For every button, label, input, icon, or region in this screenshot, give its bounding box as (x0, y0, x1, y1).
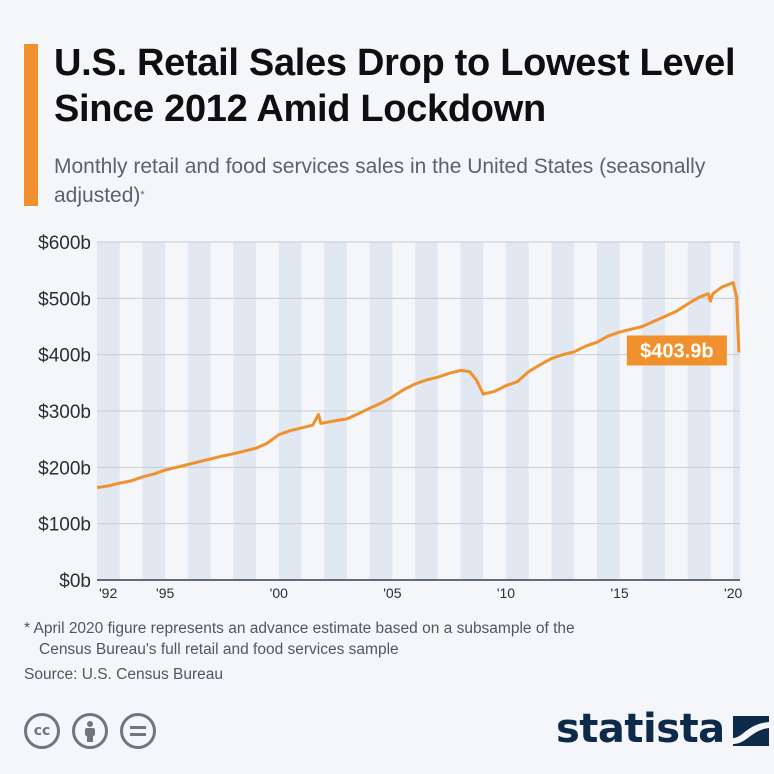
x-tick-label: '95 (156, 585, 174, 601)
accent-bar (24, 44, 38, 206)
subtitle-footnote-mark: * (140, 189, 145, 201)
brand-wordmark: statista (556, 706, 725, 752)
license-icons: cc (24, 713, 156, 749)
footnote: * April 2020 figure represents an advanc… (24, 618, 754, 660)
statista-logo[interactable]: statista (556, 707, 769, 751)
y-tick-label: $200b (38, 458, 91, 479)
y-tick-label: $600b (38, 233, 91, 254)
chart-subtitle: Monthly retail and food services sales i… (54, 152, 754, 210)
x-tick-label: '92 (99, 585, 117, 601)
x-tick-label: '05 (383, 585, 401, 601)
statista-mark-icon (732, 716, 769, 746)
value-callout-box (626, 335, 727, 366)
y-tick-label: $100b (38, 515, 91, 536)
line-chart: $0b $100b $200b $300b $400b $500b $600b '92 '95 '… (38, 233, 742, 601)
x-tick-label: '20 (724, 585, 742, 601)
footnote-mark: * (24, 620, 31, 637)
y-tick-label: $500b (38, 289, 91, 310)
no-derivatives-icon[interactable] (120, 713, 156, 749)
x-tick-label: '15 (610, 585, 628, 601)
series-line (96, 281, 741, 490)
footnote-line-2: Census Bureau's full retail and food ser… (39, 641, 399, 658)
value-callout-label: $403.9b (640, 340, 713, 362)
creative-commons-icon[interactable]: cc (24, 713, 60, 749)
y-tick-label: $400b (38, 346, 91, 367)
chart-title: U.S. Retail Sales Drop to Lowest Level S… (54, 42, 736, 130)
x-tick-label: '00 (270, 585, 288, 601)
x-tick-label: '10 (497, 585, 515, 601)
y-tick-label: $0b (59, 571, 91, 592)
attribution-person-icon[interactable] (72, 713, 108, 749)
footnote-line-1: April 2020 figure represents an advance … (33, 620, 575, 637)
y-tick-label: $300b (38, 402, 91, 423)
source-note: Source: U.S. Census Bureau (24, 666, 224, 683)
subtitle-text: Monthly retail and food services sales i… (54, 155, 706, 207)
